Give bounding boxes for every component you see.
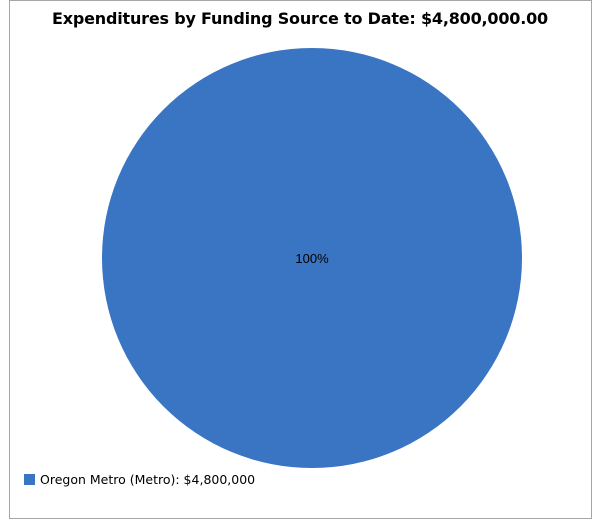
pie-labels: 100% (295, 251, 329, 266)
legend-swatch (24, 474, 35, 485)
pie-slice (102, 48, 522, 468)
slice-percent-label: 100% (295, 251, 329, 266)
chart-legend: Oregon Metro (Metro): $4,800,000 (24, 472, 255, 487)
legend-label: Oregon Metro (Metro): $4,800,000 (40, 472, 256, 487)
chart-title: Expenditures by Funding Source to Date: … (52, 9, 548, 28)
legend-item: Oregon Metro (Metro): $4,800,000 (24, 472, 255, 487)
pie-slices (102, 48, 522, 468)
